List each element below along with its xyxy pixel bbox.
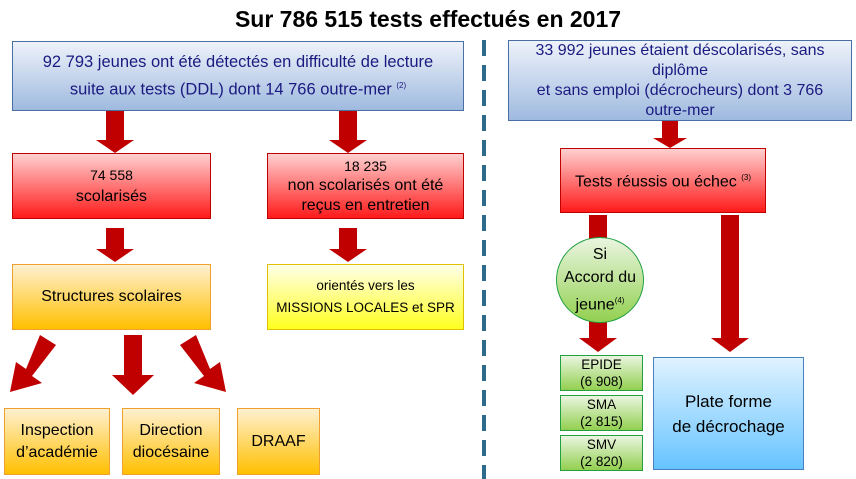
arrow-down-icon [329,228,367,262]
direction-line2: diocésaine [132,443,210,461]
draaf-box: DRAAF [237,408,320,475]
inspection-box: Inspection d’académie [4,408,110,475]
accord-line3: jeune(4) [576,289,625,316]
plateforme-box: Plate forme de décrochage [653,357,804,470]
decrocheurs-line4: outre-mer [645,102,715,119]
decrocheurs-box: 33 992 jeunes étaient déscolarisés, sans… [508,40,852,121]
non-scolarises-count: 18 235 [344,158,387,174]
footnote: (2) [396,80,407,90]
detected-line2: suite aux tests (DDL) dont 14 766 outre-… [70,74,406,102]
orientes-line2: MISSIONS LOCALES et SPR [276,300,455,315]
non-scolarises-box: 18 235 non scolarisés ont été reçus en e… [267,153,464,219]
tests-label: Tests réussis ou échec (3) [575,167,751,193]
arrow-down-icon [329,111,367,153]
detected-box: 92 793 jeunes ont été détectés en diffic… [12,41,464,111]
scolarises-label: scolarisés [75,188,148,205]
arrow-diagonal-icon [10,335,56,392]
inspection-line2: d’académie [16,443,98,461]
plateforme-line2: de décrochage [672,416,785,436]
accord-text: jeune [575,296,615,314]
page-title: Sur 786 515 tests effectués en 2017 [234,6,622,32]
scolarises-count: 74 558 [90,167,133,183]
program-name: SMV [586,437,617,452]
detected-text: suite aux tests (DDL) dont 14 766 outre-… [69,80,392,99]
program-sma: SMA (2 815) [560,395,643,431]
non-scolarises-line2: reçus en entretien [301,197,430,214]
structures-label: Structures scolaires [41,288,182,305]
tests-text: Tests réussis ou échec [574,173,737,191]
plateforme-line1: Plate forme [685,391,772,411]
arrow-down-icon [711,215,749,352]
non-scolarises-line1: non scolarisés ont été [287,177,444,194]
footnote: (4) [614,296,625,306]
decrocheurs-line3: et sans emploi (décrocheurs) dont 3 766 [536,82,824,99]
program-count: (6 908) [580,374,623,389]
arrow-down-icon [653,121,687,148]
program-name: SMA [586,397,617,412]
scolarises-box: 74 558 scolarisés [12,153,211,219]
arrow-down-icon [112,335,154,395]
accord-line2: Accord du [563,269,637,287]
structures-box: Structures scolaires [12,264,211,330]
program-name: EPIDE [581,357,622,372]
direction-line1: Direction [139,421,203,439]
program-epide: EPIDE (6 908) [560,355,643,391]
program-smv: SMV (2 820) [560,435,643,471]
decrocheurs-line2: diplôme [651,62,709,79]
draaf-label: DRAAF [251,432,306,450]
arrow-down-icon [96,111,134,153]
accord-circle: Si Accord du jeune(4) [556,237,644,323]
program-count: (2 820) [580,454,623,469]
arrow-down-icon [96,228,134,262]
arrow-down-icon [579,318,617,352]
detected-line1: 92 793 jeunes ont été détectés en diffic… [42,52,434,71]
accord-line1: Si [592,246,608,264]
orientes-box: orientés vers les MISSIONS LOCALES et SP… [267,264,464,330]
program-count: (2 815) [580,414,623,429]
arrow-diagonal-icon [180,335,226,392]
tests-box: Tests réussis ou échec (3) [560,148,766,213]
footnote: (3) [741,173,752,183]
inspection-line1: Inspection [20,421,94,439]
direction-box: Direction diocésaine [122,408,220,475]
orientes-line1: orientés vers les [316,278,415,293]
decrocheurs-line1: 33 992 jeunes étaient déscolarisés, sans [535,42,825,59]
